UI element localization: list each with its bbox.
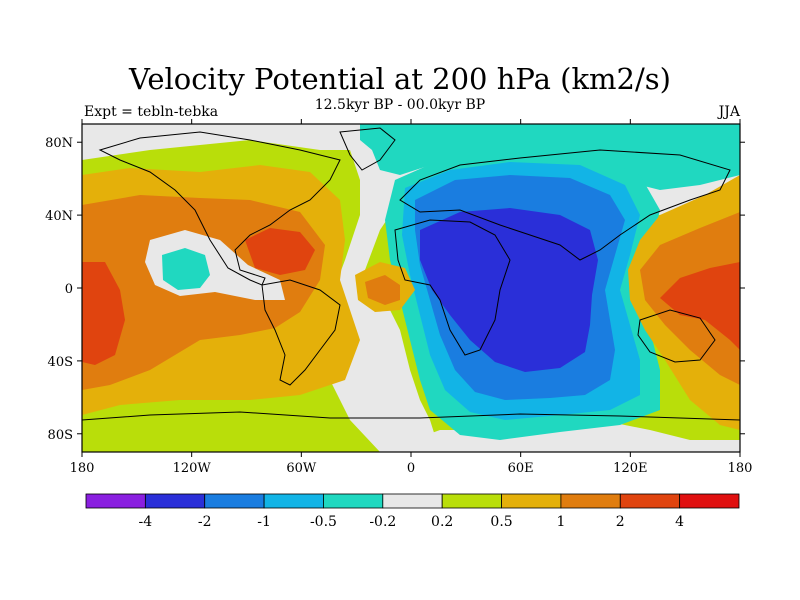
y-axis: 80N 40N 0 40S 80S [45,136,745,443]
colorbar-label: 2 [616,514,625,530]
x-tick-label: 180 [728,461,753,476]
colorbar-swatch [382,493,443,509]
chart-title: Velocity Potential at 200 hPa (km2/s) [129,62,671,96]
contour-fill-2-atlantic [365,275,400,305]
colorbar-label: -2 [198,514,212,530]
coastline-africa [394,219,511,356]
coastline-eurasia [399,149,731,261]
colorbar-swatch [619,493,681,509]
experiment-label: Expt = tebln-tebka [84,104,219,120]
x-tick-label: 60E [508,461,534,476]
colorbar-swatch [144,493,206,509]
contour-fill-4-caribbean [245,228,315,275]
x-tick-label: 60W [286,461,317,476]
x-tick-label: 120E [613,461,647,476]
colorbar-label: 1 [556,514,565,530]
colorbar-label: -0.2 [369,514,396,530]
y-tick-label: 80N [45,136,73,151]
colorbar-swatch [441,493,502,509]
colorbar-label: 4 [675,514,684,530]
colorbar-swatch [204,493,265,509]
season-label: JJA [718,104,740,120]
x-tick-label: 0 [407,461,415,476]
x-axis: 180 120W 60W 0 60E 120E 180 [70,119,753,476]
colorbar-swatch [85,493,146,509]
contour-fill-neg2 [420,208,598,372]
colorbar-swatch [263,493,324,509]
colorbar-label: -1 [257,514,271,530]
contour-fill-4-east [660,262,740,350]
colorbar-label: -0.5 [310,514,337,530]
colorbar-swatch [323,493,384,509]
coastline-greenland [339,127,396,171]
contour-fill-neutral-south [380,420,740,452]
colorbar-swatch [679,493,740,509]
contour-field [82,124,740,452]
coastline-south-america [261,279,341,386]
colorbar-label: 0.5 [490,514,512,530]
coastline-antarctica [82,411,740,421]
coastlines [82,127,740,421]
contour-fill-4 [82,262,125,365]
colorbar-label: 0.2 [431,514,453,530]
y-tick-label: 40N [45,209,73,224]
y-tick-label: 40S [48,355,73,370]
colorbar-swatch [501,493,562,509]
y-tick-label: 0 [65,282,73,297]
chart-subtitle: 12.5kyr BP - 00.0kyr BP [314,97,486,113]
colorbar-label: -4 [139,514,153,530]
y-tick-label: 80S [48,428,73,443]
coastline-australia [637,309,716,363]
x-tick-label: 180 [70,461,95,476]
x-tick-label: 120W [173,461,212,476]
coastline-north-america [98,131,341,286]
colorbar-swatch [560,493,621,509]
colorbar: -4 -2 -1 -0.5 -0.2 0.2 0.5 1 2 4 [85,493,740,530]
contour-fill-neg0.2-ring [162,248,210,290]
